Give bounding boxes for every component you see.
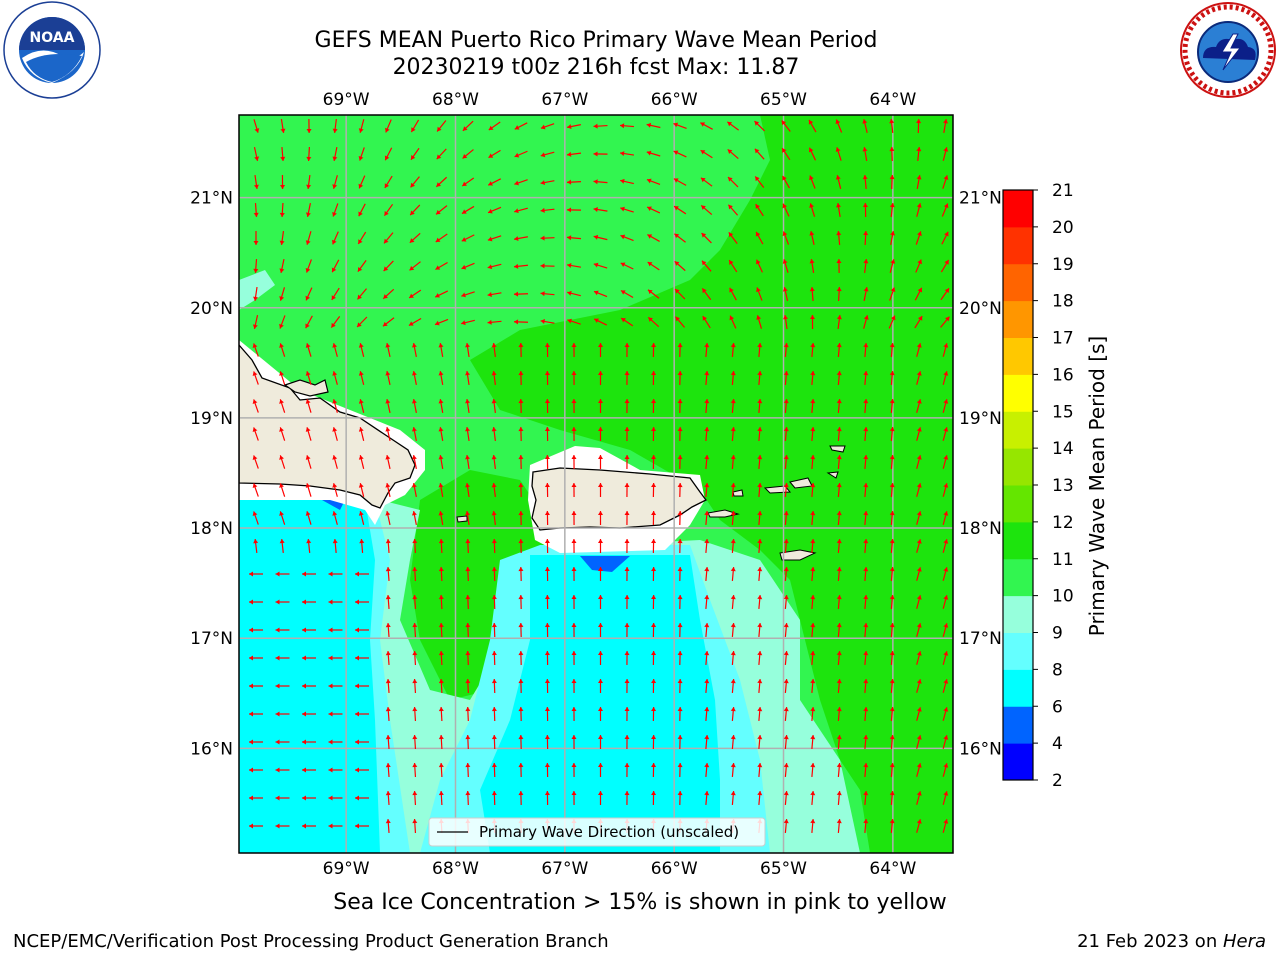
colorbar-tick-label: 11 xyxy=(1052,550,1074,570)
lon-label-bottom: 68°W xyxy=(432,859,479,879)
wave-period-field xyxy=(239,115,953,853)
colorbar-tick-label: 17 xyxy=(1052,329,1074,349)
lon-label-top: 64°W xyxy=(869,90,916,110)
colorbar-segment xyxy=(1003,521,1033,560)
legend-label: Primary Wave Direction (unscaled) xyxy=(479,823,739,841)
colorbar-segment xyxy=(1003,190,1033,228)
noaa-logo: NOAA xyxy=(3,1,101,99)
lat-label-left: 17°N xyxy=(190,629,233,649)
colorbar-segment xyxy=(1003,632,1033,670)
colorbar xyxy=(1002,189,1034,781)
colorbar-segment xyxy=(1003,448,1033,486)
colorbar-segment xyxy=(1003,485,1033,523)
lon-label-top: 68°W xyxy=(432,90,479,110)
lon-label-top: 69°W xyxy=(323,90,370,110)
sea-ice-note: Sea Ice Concentration > 15% is shown in … xyxy=(333,890,947,915)
lat-label-left: 20°N xyxy=(190,299,233,319)
colorbar-segment xyxy=(1003,337,1033,375)
colorbar-tick-label: 13 xyxy=(1052,476,1074,496)
colorbar-segment xyxy=(1003,226,1033,265)
colorbar-segment xyxy=(1003,669,1033,707)
footer-host: Hera xyxy=(1222,931,1266,952)
map-frame xyxy=(238,114,954,854)
colorbar-segment xyxy=(1003,300,1033,338)
colorbar-segment xyxy=(1003,411,1033,449)
colorbar-segment xyxy=(1003,263,1033,302)
lon-label-bottom: 67°W xyxy=(541,859,588,879)
colorbar-tick-label: 2 xyxy=(1052,771,1063,791)
colorbar-tick-label: 18 xyxy=(1052,292,1074,312)
colorbar-segment xyxy=(1003,374,1033,412)
lat-label-left: 18°N xyxy=(190,519,233,539)
footer-date-text: 21 Feb 2023 on xyxy=(1077,931,1223,952)
lat-label-left: 16°N xyxy=(190,739,233,759)
lon-label-top: 66°W xyxy=(651,90,698,110)
colorbar-tick-label: 4 xyxy=(1052,734,1063,754)
lon-label-bottom: 64°W xyxy=(869,859,916,879)
footer-credit: NCEP/EMC/Verification Post Processing Pr… xyxy=(13,931,609,952)
colorbar-tick-label: 14 xyxy=(1052,439,1074,459)
colorbar-label: Primary Wave Mean Period [s] xyxy=(1085,335,1109,637)
lat-label-right: 21°N xyxy=(959,189,1002,209)
lat-label-right: 16°N xyxy=(959,739,1002,759)
lat-label-right: 20°N xyxy=(959,299,1002,319)
colorbar-tick-label: 12 xyxy=(1052,513,1074,533)
colorbar-tick-label: 10 xyxy=(1052,587,1074,607)
lat-label-right: 18°N xyxy=(959,519,1002,539)
colorbar-tick-label: 20 xyxy=(1052,218,1074,238)
colorbar-tick-label: 19 xyxy=(1052,255,1074,275)
lon-label-bottom: 65°W xyxy=(760,859,807,879)
lon-label-bottom: 69°W xyxy=(323,859,370,879)
lat-label-left: 21°N xyxy=(190,189,233,209)
chart-subtitle-forecast: 20230219 t00z 216h fcst Max: 11.87 xyxy=(392,55,800,80)
colorbar-tick-label: 6 xyxy=(1052,697,1063,717)
hispaniola-land xyxy=(239,344,416,509)
lon-label-bottom: 66°W xyxy=(651,859,698,879)
colorbar-tick-label: 16 xyxy=(1052,365,1074,385)
lat-label-right: 19°N xyxy=(959,409,1002,429)
map-legend: Primary Wave Direction (unscaled) xyxy=(428,817,766,847)
footer-date: 21 Feb 2023 on Hera xyxy=(1077,931,1266,952)
lat-label-right: 17°N xyxy=(959,629,1002,649)
nws-logo xyxy=(1180,2,1276,98)
colorbar-segment xyxy=(1003,558,1033,597)
colorbar-tick-label: 8 xyxy=(1052,660,1063,680)
colorbar-segment xyxy=(1003,595,1033,633)
chart-title: GEFS MEAN Puerto Rico Primary Wave Mean … xyxy=(314,28,878,53)
svg-text:NOAA: NOAA xyxy=(30,30,75,46)
lat-label-left: 19°N xyxy=(190,409,233,429)
lon-label-top: 67°W xyxy=(541,90,588,110)
colorbar-tick-label: 15 xyxy=(1052,402,1074,422)
lon-label-top: 65°W xyxy=(760,90,807,110)
colorbar-tick-label: 9 xyxy=(1052,624,1063,644)
colorbar-segment xyxy=(1003,706,1033,744)
colorbar-segment xyxy=(1003,743,1033,781)
colorbar-tick-label: 21 xyxy=(1052,181,1074,201)
